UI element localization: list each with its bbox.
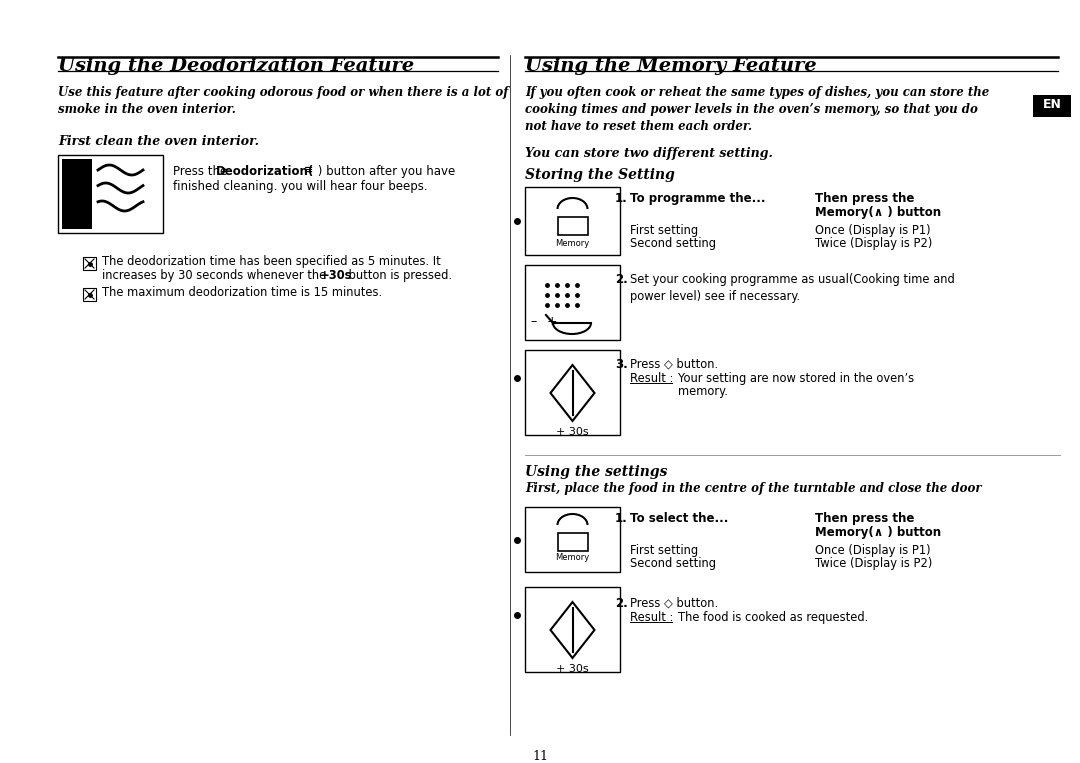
Text: 2.: 2.: [615, 273, 627, 286]
Text: Once (Display is P1): Once (Display is P1): [815, 224, 931, 237]
Text: Use this feature after cooking odorous food or when there is a lot of
smoke in t: Use this feature after cooking odorous f…: [58, 86, 509, 116]
Text: Using the Memory Feature: Using the Memory Feature: [525, 57, 816, 75]
Bar: [525, 187, 620, 255]
Text: Once (Display is P1): Once (Display is P1): [815, 544, 931, 557]
Text: ) button after you have: ) button after you have: [314, 165, 456, 178]
Bar: [1032, 95, 1071, 117]
Bar: [62, 159, 92, 229]
Text: Memory(∧ ) button: Memory(∧ ) button: [815, 206, 941, 219]
Text: First setting: First setting: [630, 224, 698, 237]
Text: The deodorization time has been specified as 5 minutes. It: The deodorization time has been specifie…: [102, 255, 441, 268]
Text: Deodorization(: Deodorization(: [216, 165, 314, 178]
Text: You can store two different setting.: You can store two different setting.: [525, 147, 773, 160]
Text: First setting: First setting: [630, 544, 698, 557]
Text: Set your cooking programme as usual(Cooking time and
power level) see if necessa: Set your cooking programme as usual(Cook…: [630, 273, 955, 303]
Text: First, place the food in the centre of the turntable and close the door: First, place the food in the centre of t…: [525, 482, 982, 495]
Text: To select the...: To select the...: [630, 512, 728, 525]
Text: Second setting: Second setting: [630, 557, 716, 570]
Text: Press the: Press the: [173, 165, 231, 178]
Text: Twice (Display is P2): Twice (Display is P2): [815, 237, 932, 250]
Text: 11: 11: [532, 750, 548, 763]
Text: +: +: [546, 315, 557, 328]
Text: Result :: Result :: [630, 372, 673, 385]
Text: Storing the Setting: Storing the Setting: [525, 168, 675, 182]
Bar: [525, 507, 620, 572]
Text: The food is cooked as requested.: The food is cooked as requested.: [678, 611, 868, 624]
Text: 2.: 2.: [615, 597, 627, 610]
Bar: [83, 257, 96, 270]
Text: Then press the: Then press the: [815, 512, 915, 525]
Text: Using the Deodorization Feature: Using the Deodorization Feature: [58, 57, 414, 75]
Bar: [525, 265, 620, 340]
Text: button is pressed.: button is pressed.: [345, 269, 453, 282]
Bar: [557, 533, 588, 551]
Text: To programme the...: To programme the...: [630, 192, 766, 205]
Bar: [557, 217, 588, 235]
Text: Memory: Memory: [555, 553, 590, 562]
Text: Memory: Memory: [555, 239, 590, 248]
Polygon shape: [551, 365, 594, 421]
Text: + 30s: + 30s: [556, 664, 589, 674]
Text: If you often cook or reheat the same types of dishes, you can store the
cooking : If you often cook or reheat the same typ…: [525, 86, 989, 133]
Text: + 30s: + 30s: [556, 427, 589, 437]
Bar: [83, 288, 96, 301]
Text: Your setting are now stored in the oven’s: Your setting are now stored in the oven’…: [678, 372, 914, 385]
Text: 3.: 3.: [615, 358, 627, 371]
Text: memory.: memory.: [678, 385, 728, 398]
Text: Result :: Result :: [630, 611, 673, 624]
Text: Twice (Display is P2): Twice (Display is P2): [815, 557, 932, 570]
Text: The maximum deodorization time is 15 minutes.: The maximum deodorization time is 15 min…: [102, 286, 382, 299]
Text: ≡: ≡: [303, 165, 313, 175]
Text: finished cleaning. you will hear four beeps.: finished cleaning. you will hear four be…: [173, 180, 428, 193]
Text: EN: EN: [1042, 98, 1062, 111]
Text: 1.: 1.: [615, 192, 627, 205]
Text: Using the settings: Using the settings: [525, 465, 667, 479]
Polygon shape: [551, 602, 594, 658]
Text: Press ◇ button.: Press ◇ button.: [630, 358, 718, 371]
Bar: [525, 350, 620, 435]
Text: increases by 30 seconds whenever the: increases by 30 seconds whenever the: [102, 269, 329, 282]
Text: Memory(∧ ) button: Memory(∧ ) button: [815, 526, 941, 539]
Text: 1.: 1.: [615, 512, 627, 525]
Bar: [58, 155, 163, 233]
Text: Second setting: Second setting: [630, 237, 716, 250]
Text: Then press the: Then press the: [815, 192, 915, 205]
Text: +30s: +30s: [320, 269, 352, 282]
Text: Press ◇ button.: Press ◇ button.: [630, 597, 718, 610]
Text: –: –: [530, 315, 537, 328]
Text: First clean the oven interior.: First clean the oven interior.: [58, 135, 259, 148]
Bar: [525, 587, 620, 672]
